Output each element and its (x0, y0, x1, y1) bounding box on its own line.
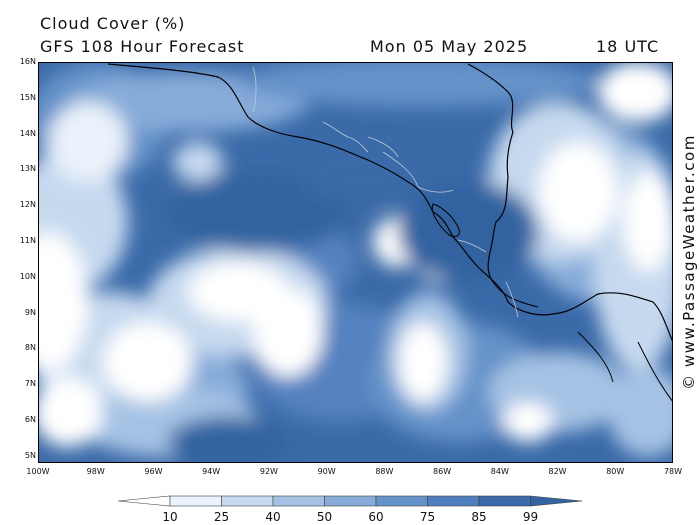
lon-label: 78W (663, 467, 683, 476)
lon-label: 80W (606, 467, 625, 476)
lat-label: 7N (24, 379, 36, 389)
lat-label: 8N (24, 343, 36, 353)
lat-label: 16N (19, 57, 36, 66)
lon-label: 96W (144, 467, 163, 476)
lon-label: 94W (202, 467, 221, 476)
lat-label: 15N (19, 92, 36, 102)
caribbean-coastline (467, 63, 514, 283)
lon-label: 84W (490, 467, 509, 476)
legend-cap-low (118, 495, 171, 507)
lon-label: 82W (548, 467, 567, 476)
cloud-cover-map (38, 62, 673, 463)
map-frame (38, 62, 673, 463)
legend-swatch (221, 495, 274, 507)
lat-label: 9N (24, 307, 36, 317)
legend-swatch (427, 495, 480, 507)
legend-swatch (478, 495, 531, 507)
legend-label: 85 (471, 510, 487, 524)
panama-isthmus (492, 281, 673, 403)
legend-label: 75 (419, 510, 436, 524)
lat-label: 11N (19, 236, 36, 246)
lat-label: 13N (19, 164, 36, 174)
cloud-field (38, 62, 673, 463)
legend-swatch (375, 495, 428, 507)
lat-label: 5N (24, 450, 36, 460)
country-borders (252, 66, 519, 318)
lon-label: 100W (26, 467, 50, 476)
lon-label: 90W (317, 467, 336, 476)
lon-label: 88W (375, 467, 394, 476)
legend-label: 25 (213, 510, 230, 524)
legend-cap-high (530, 495, 583, 507)
legend-swatch (272, 495, 325, 507)
lat-label: 14N (19, 128, 36, 138)
legend-label: 40 (265, 510, 281, 524)
map-title: Cloud Cover (%) (40, 14, 186, 33)
legend-label: 50 (316, 510, 333, 524)
forecast-subtitle: GFS 108 Hour Forecast (40, 37, 245, 56)
legend-swatch (169, 495, 222, 507)
lat-label: 10N (19, 271, 36, 281)
lat-label: 6N (24, 415, 36, 425)
legend-label: 60 (368, 510, 384, 524)
lat-label: 12N (19, 200, 36, 210)
nicaragua-lake (431, 203, 460, 238)
forecast-time: 18 UTC (596, 37, 660, 56)
lon-label: 98W (86, 467, 105, 476)
forecast-date: Mon 05 May 2025 (370, 37, 529, 56)
pacific-coastline (107, 63, 673, 343)
cloud-cover-legend-bar (118, 495, 583, 507)
lon-label: 92W (259, 467, 278, 476)
lon-label: 86W (433, 467, 452, 476)
legend-swatch (324, 495, 377, 507)
legend-label: 10 (162, 510, 178, 524)
credit-text: © www.PassageWeather.com (680, 134, 698, 390)
legend-label: 99 (522, 510, 539, 524)
